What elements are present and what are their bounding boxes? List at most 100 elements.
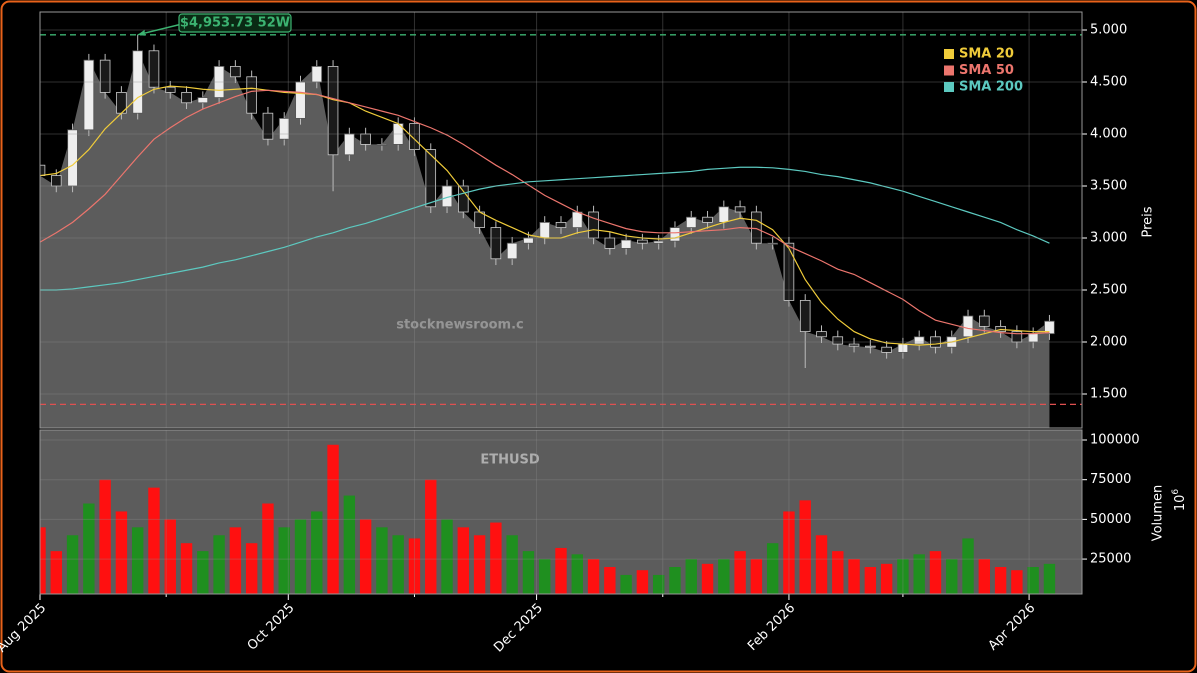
candle-body	[832, 336, 844, 345]
candle-body	[458, 185, 469, 213]
volume-bar	[897, 559, 909, 594]
annotation-arrowhead	[137, 29, 145, 36]
candle-body	[311, 65, 323, 83]
y-tick-label: 25000	[1090, 552, 1131, 567]
annotation-box	[178, 13, 292, 33]
candle-body	[523, 237, 534, 244]
y-tick-label: 50000	[1090, 512, 1131, 527]
volume-bar	[799, 500, 811, 594]
volume-bar	[245, 543, 258, 594]
volume-bar	[213, 535, 225, 594]
volume-bar	[685, 559, 697, 594]
candle-body	[99, 59, 111, 93]
volume-border	[39, 429, 1083, 595]
candle-body	[767, 242, 778, 245]
volume-bar	[408, 538, 421, 594]
legend-label: SMA 20	[959, 47, 1014, 62]
candle-body	[295, 81, 306, 119]
volume-bar	[555, 547, 567, 594]
volume-bar	[506, 535, 518, 594]
candle-body	[1044, 320, 1055, 335]
sma-line	[40, 166, 1050, 291]
volume-bar	[83, 503, 95, 594]
price-layer: stocknewsroom.c	[40, 34, 1055, 428]
candle-body	[425, 149, 437, 208]
y-tick-label: 75000	[1090, 472, 1131, 487]
volume-bar	[880, 563, 893, 594]
volume-bar	[148, 487, 160, 594]
candle-body	[148, 50, 160, 88]
candle-body	[979, 315, 990, 327]
candle-body	[83, 59, 95, 131]
candle-body	[930, 336, 941, 348]
volume-bar	[766, 543, 779, 594]
y-tick-label: 3.500	[1090, 178, 1127, 193]
candle-body	[653, 240, 664, 244]
volume-bar	[392, 535, 404, 594]
volume-bar	[1011, 570, 1023, 594]
volume-bar	[783, 511, 795, 594]
candle-body	[816, 331, 827, 338]
legend-swatch	[944, 65, 954, 76]
volume-bar	[571, 554, 583, 594]
volume-bar	[1027, 567, 1039, 594]
volume-bar	[376, 527, 388, 594]
candle-body	[913, 336, 925, 345]
volume-bar	[864, 567, 877, 594]
candle-body	[50, 175, 62, 187]
y-axis-label: Volumen	[1151, 485, 1166, 542]
volume-bar	[229, 527, 242, 594]
candle-body	[490, 227, 502, 260]
volume-bar	[718, 559, 730, 594]
volume-bar	[669, 567, 681, 594]
candle-body	[718, 206, 730, 223]
candle-body	[734, 206, 746, 213]
y-tick-label: 100000	[1090, 433, 1140, 448]
candle-body	[620, 239, 632, 249]
offset-text: 106	[1171, 489, 1188, 512]
y-tick-label: 5.000	[1090, 22, 1127, 37]
volume-layer: ETHUSD	[40, 444, 1056, 594]
volume-bar	[946, 559, 958, 594]
candle-body	[262, 112, 274, 140]
price-border	[39, 11, 1083, 429]
volume-bar	[929, 551, 942, 594]
volume-bar	[180, 543, 193, 594]
volume-bar	[40, 527, 46, 594]
volume-bar	[832, 551, 844, 594]
candle-body	[409, 123, 420, 150]
volume-bar	[636, 570, 649, 594]
candle-body	[881, 346, 892, 353]
y-tick-label: 1.500	[1090, 386, 1127, 401]
volume-bar	[197, 551, 209, 594]
volume-bar	[311, 511, 323, 594]
legend-swatch	[944, 82, 954, 92]
candle-body	[327, 65, 339, 156]
candle-body	[604, 237, 616, 249]
volume-bar	[815, 535, 828, 594]
candle-body	[702, 216, 713, 223]
y-tick-label: 4.000	[1090, 126, 1127, 141]
volume-bar	[359, 519, 372, 594]
candle-body	[67, 129, 78, 187]
volume-bar	[457, 527, 470, 594]
y-tick-label: 2.500	[1090, 282, 1127, 297]
candle-body	[685, 216, 697, 228]
volume-bar	[327, 444, 339, 594]
volume-bar	[131, 527, 144, 594]
candle-body	[539, 221, 551, 239]
offset-exponent: 6	[1171, 489, 1181, 495]
candle-body	[376, 143, 388, 146]
volume-bar	[164, 519, 176, 594]
candle-body	[278, 117, 290, 140]
candle-body	[799, 299, 811, 332]
candle-body	[751, 211, 762, 244]
candle-body	[181, 91, 192, 104]
volume-bar	[734, 551, 746, 594]
candle-body	[783, 242, 795, 301]
volume-bar	[294, 519, 307, 594]
volume-bar	[962, 538, 974, 594]
candle-body	[344, 133, 355, 156]
candle-body	[865, 345, 876, 348]
volume-bar	[262, 503, 274, 594]
